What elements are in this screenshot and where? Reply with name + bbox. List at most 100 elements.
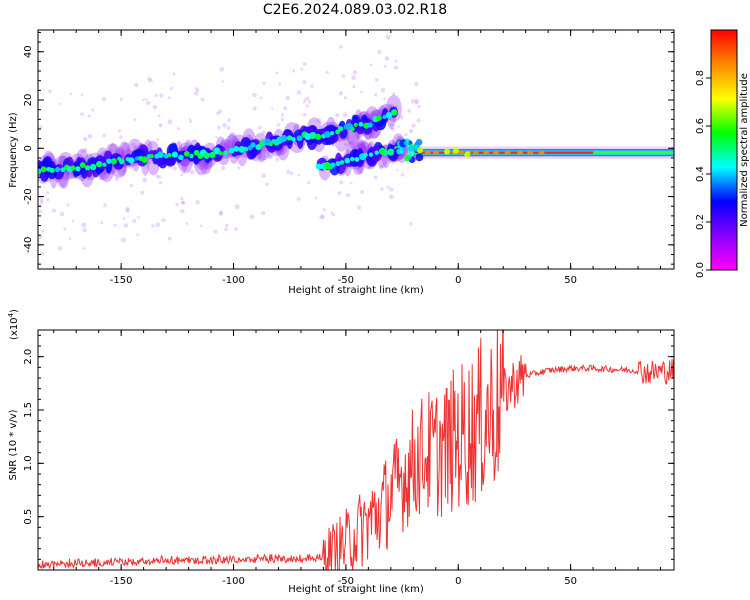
spectrogram-hotspot xyxy=(417,147,424,154)
spectrogram-outlier xyxy=(185,222,189,226)
spectrogram-outlier xyxy=(51,208,57,213)
spectrogram-outlier xyxy=(215,135,218,139)
spectrogram-outlier xyxy=(172,72,176,76)
spectrogram-transition xyxy=(415,153,424,162)
spectrogram-core xyxy=(382,149,389,156)
spectrogram-outlier xyxy=(172,166,178,171)
spectrogram-outlier xyxy=(224,227,228,232)
spectrogram-outlier xyxy=(249,214,255,220)
colorbar: 0.0 0.2 0.4 0.6 0.8 Normalized spectral ampl… xyxy=(695,29,750,278)
spectrogram-core xyxy=(338,126,344,132)
spectrogram-core xyxy=(324,130,331,138)
spectrogram-outlier xyxy=(167,236,172,241)
spectrogram-core xyxy=(141,156,149,164)
spectrogram-outlier xyxy=(142,177,148,183)
spectrogram-outlier xyxy=(188,118,192,121)
spectrogram-x-tick-label: 50 xyxy=(564,275,577,286)
colorbar-tick-label: 0.2 xyxy=(695,214,706,230)
spectrogram-outlier xyxy=(148,161,151,165)
spectrogram-outlier xyxy=(200,97,205,102)
spectrogram-outlier xyxy=(119,135,123,139)
snr-x-tick-label: 50 xyxy=(564,576,577,587)
spectrogram-outlier xyxy=(137,216,140,219)
spectrogram-outlier xyxy=(400,172,405,177)
spectrogram-outlier xyxy=(217,125,221,130)
spectrogram-outlier xyxy=(330,211,334,215)
spectrogram-outlier xyxy=(316,118,322,123)
spectrogram-core xyxy=(189,153,194,159)
spectrogram-outlier xyxy=(393,65,399,70)
colorbar-tick-label: 0.8 xyxy=(695,70,706,86)
spectrogram-outlier xyxy=(322,208,326,212)
spectrogram-outlier xyxy=(275,157,280,162)
spectrogram-y-axis-label: Frequency (Hz) xyxy=(8,112,19,188)
spectrogram-outlier xyxy=(121,237,126,243)
spectrogram-core xyxy=(228,147,235,154)
spectrogram-core xyxy=(233,145,240,152)
spectrogram-core xyxy=(353,122,358,127)
spectrogram-outlier xyxy=(306,96,310,100)
spectrogram-outlier xyxy=(320,214,325,219)
spectrogram-core xyxy=(255,144,262,151)
spectrogram-outlier xyxy=(117,129,122,133)
spectrogram-outlier xyxy=(219,66,225,72)
spectrogram-outlier xyxy=(199,224,203,227)
spectrogram-band xyxy=(186,144,197,162)
spectrogram-y-tick-label: -40 xyxy=(23,237,34,253)
spectrogram-outlier xyxy=(41,229,45,233)
spectrogram-core xyxy=(203,152,210,159)
spectrogram-outlier xyxy=(343,142,348,147)
spectrogram-core xyxy=(330,162,336,168)
spectrogram-outlier xyxy=(48,89,52,94)
spectrogram-outlier xyxy=(386,185,390,189)
spectrogram-outlier xyxy=(302,61,307,67)
spectrogram-outlier xyxy=(175,202,179,207)
spectrogram-outlier xyxy=(352,70,358,75)
spectrogram-outlier xyxy=(101,97,107,102)
snr-scale-label: (x104) xyxy=(7,309,20,340)
spectrogram-core xyxy=(350,156,355,162)
spectrogram-outlier xyxy=(225,223,229,227)
spectrogram-outlier xyxy=(337,191,342,195)
snr-line xyxy=(38,330,674,570)
spectrogram-outlier xyxy=(66,203,70,207)
spectrogram-outlier xyxy=(360,90,363,94)
spectrogram-hotspot xyxy=(464,151,471,158)
spectrogram-outlier xyxy=(140,190,145,195)
snr-y-ticks: 0.5 1.0 1.5 2.0 xyxy=(23,334,674,571)
spectrogram-outlier xyxy=(194,86,199,91)
spectrogram-y-tick-label: 20 xyxy=(23,94,34,107)
spectrogram-outlier xyxy=(339,180,344,185)
spectrogram-outlier xyxy=(219,210,223,215)
spectrogram-x-tick-label: 0 xyxy=(455,275,461,286)
spectrogram-outlier xyxy=(158,181,163,185)
spectrogram-core xyxy=(183,151,190,157)
spectrogram-core xyxy=(223,150,228,156)
spectrogram-x-axis-label: Height of straight line (km) xyxy=(288,285,424,296)
spectrogram-core xyxy=(368,152,374,157)
spectrogram-outlier xyxy=(307,180,311,185)
spectrogram-outlier xyxy=(224,156,229,160)
spectrogram-core xyxy=(382,114,387,120)
spectrogram-outlier xyxy=(333,144,336,147)
spectrogram-core xyxy=(119,158,125,165)
spectrogram-outlier xyxy=(296,197,301,202)
spectrogram-y-tick-label: 40 xyxy=(23,45,34,58)
spectrogram-outlier xyxy=(346,193,351,198)
chart-title: C2E6.2024.089.03.02.R18 xyxy=(263,2,447,18)
spectrogram-transition xyxy=(408,153,413,158)
spectrogram-tail-blob xyxy=(424,150,431,155)
spectrogram-x-tick-label: -150 xyxy=(110,275,133,286)
spectrogram-outlier xyxy=(181,200,186,205)
spectrogram-outlier xyxy=(404,132,408,137)
spectrogram-core xyxy=(314,133,322,140)
spectrogram-outlier xyxy=(83,147,88,153)
spectrogram-outlier xyxy=(388,194,394,200)
spectrogram-core xyxy=(315,163,323,170)
snr-panel: -150 -100 -50 0 50 0.5 1.0 1.5 2.0 Height of st… xyxy=(7,309,675,595)
spectrogram-outlier xyxy=(414,101,419,105)
spectrogram-outlier xyxy=(359,170,363,174)
spectrogram-core xyxy=(250,142,256,148)
spectrogram-outlier xyxy=(151,224,155,228)
spectrogram-outlier xyxy=(409,221,413,226)
